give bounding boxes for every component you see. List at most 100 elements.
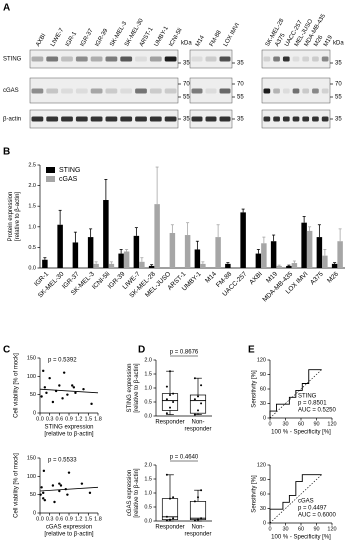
blot-band (321, 56, 329, 62)
y-tick-label: 90 (260, 477, 266, 483)
blot-membrane (29, 77, 179, 104)
unit-label: kDa (333, 41, 344, 47)
unit-label: kDa (181, 41, 192, 47)
blot-band (292, 56, 300, 62)
bar (93, 263, 99, 268)
blot-band (61, 116, 73, 122)
y-axis-label: Cell viability [% of mock] (14, 353, 20, 418)
blot-band (191, 88, 203, 94)
lane-label: M26 (313, 34, 324, 48)
y-tick-label: 1.5 (144, 476, 152, 482)
blot-band (75, 56, 88, 62)
point (197, 496, 199, 499)
bar (108, 263, 115, 268)
point (67, 471, 71, 474)
x-tick-label: 0 (268, 526, 271, 532)
blot-band (205, 88, 217, 94)
marker-label: 55 (335, 95, 342, 101)
y-tick-label: 100 (27, 374, 36, 380)
y-axis-label: STING expression (127, 363, 133, 412)
x-tick-label: 60 (298, 421, 304, 427)
blot-band (312, 56, 319, 62)
y-tick-label: 60 (260, 386, 266, 392)
marker-label: 35 (237, 117, 244, 123)
point (58, 489, 61, 493)
bar (200, 263, 206, 268)
blot-band (61, 56, 73, 62)
blot-band (219, 56, 231, 62)
blot-band (273, 116, 280, 122)
blot-band (120, 116, 133, 122)
blot-band (149, 88, 162, 94)
y-tick-label: 100 (27, 474, 36, 480)
x-tick-label: Responder (155, 420, 184, 426)
point (42, 469, 46, 473)
x-axis-label: STING expression (44, 425, 93, 431)
y-axis-label: [relative to β-actin] (134, 363, 140, 412)
annotation: AUC = 0.5250 (298, 408, 337, 414)
x-axis-label: cGAS expression (46, 525, 92, 531)
blot-band (149, 56, 162, 62)
blot-membrane (189, 49, 233, 69)
marker-label: 55 (183, 95, 190, 101)
point (48, 376, 51, 380)
bar (261, 243, 267, 268)
x-tick-label: 1.5 (85, 416, 93, 422)
y-tick-label: 0.5 (144, 399, 152, 405)
blot-band (263, 56, 271, 62)
x-tick-label: 0.3 (46, 516, 54, 522)
blot-band (90, 56, 103, 62)
point (172, 517, 175, 520)
blot-band (302, 88, 310, 94)
y-tick-label: 1.0 (144, 490, 152, 496)
annotation: STING (298, 394, 317, 400)
p-value: p = 0.8676 (170, 350, 199, 356)
bar (194, 249, 201, 268)
bar (306, 230, 313, 268)
point (40, 395, 43, 398)
point (200, 384, 203, 387)
blot-band (282, 88, 290, 94)
x-axis-label: 100 % - Specificity [%] (271, 430, 331, 436)
y-tick-label: 50 (30, 492, 36, 498)
point (200, 517, 203, 520)
bar (123, 251, 130, 268)
point (43, 498, 47, 502)
x-axis-label: 100 % - Specificity [%] (271, 535, 331, 541)
blot-band (282, 56, 290, 62)
x-tick-label: 0.0 (36, 416, 44, 422)
point (197, 409, 199, 412)
row-label: cGAS (3, 88, 19, 94)
annotation: cGAS (298, 499, 314, 505)
p-value: p = 0.5392 (48, 358, 77, 364)
bar (331, 263, 338, 268)
blot-band (205, 56, 217, 62)
point (42, 369, 45, 373)
point (193, 377, 196, 380)
x-tick-label: 0.9 (65, 516, 73, 522)
point (193, 413, 196, 416)
y-tick-label: 90 (260, 372, 266, 378)
point (51, 400, 55, 404)
panel-label: A (3, 3, 10, 14)
box (189, 501, 207, 520)
y-tick-label: 0.0 (28, 265, 36, 271)
point (169, 497, 171, 500)
bar (184, 235, 191, 268)
x-tick-label: 1.8 (94, 416, 102, 422)
point (88, 491, 92, 495)
blot-band (90, 88, 103, 94)
marker-label: 55 (237, 95, 244, 101)
y-tick-label: 120 (257, 357, 266, 363)
blot-band (120, 56, 133, 62)
point (197, 518, 199, 521)
blot-band (149, 116, 162, 122)
legend-swatch (46, 176, 55, 182)
roc-curve (269, 474, 322, 523)
blot-band (90, 116, 103, 122)
blot-band (273, 88, 280, 94)
point (169, 394, 171, 396)
blot-band (263, 88, 271, 94)
x-tick-label: 90 (313, 421, 319, 427)
blot-band (219, 88, 231, 94)
